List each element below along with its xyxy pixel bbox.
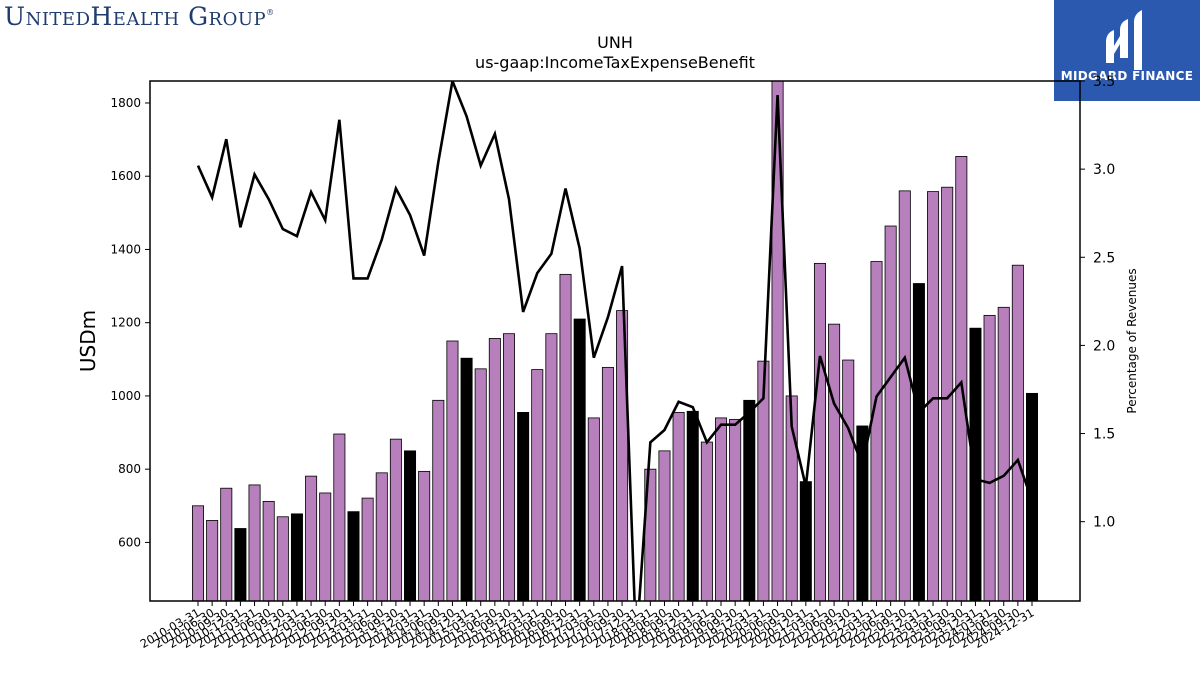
bar-quarter xyxy=(418,470,431,601)
bar-quarter xyxy=(220,487,233,601)
y-tick-label: 800 xyxy=(118,462,141,476)
bar-quarter xyxy=(206,520,219,601)
bar-quarter xyxy=(432,399,445,601)
midgard-finance-logo: MIDGARD FINANCE xyxy=(1054,0,1200,101)
bar-quarter xyxy=(531,369,544,601)
bar-annual xyxy=(347,511,360,601)
bar-quarter xyxy=(828,323,841,601)
y-tick-label: 1400 xyxy=(110,242,141,256)
bar-quarter xyxy=(559,273,572,601)
y-tick-label: 600 xyxy=(118,535,141,549)
y2-tick-label: 3.0 xyxy=(1093,162,1115,178)
chart-title: UNH xyxy=(597,33,633,52)
revenue-share-line xyxy=(196,81,1034,601)
bar-quarter xyxy=(488,338,501,601)
bar-annual xyxy=(799,481,812,601)
bar-annual xyxy=(517,412,530,601)
bar-quarter xyxy=(319,492,332,601)
y-tick-label: 1000 xyxy=(110,389,141,403)
bar-quarter xyxy=(715,417,728,601)
bar-quarter xyxy=(729,418,742,601)
bar-quarter xyxy=(842,359,855,601)
bar-quarter xyxy=(545,333,558,601)
y2-tick-label: 2.5 xyxy=(1093,250,1115,266)
bar-annual xyxy=(404,450,417,601)
bar-quarter xyxy=(898,190,911,601)
unitedhealth-group-logo: UnitedHealth Group® xyxy=(4,2,275,31)
right-axis: 1.0 1.5 2.0 2.5 3.0 3.5 xyxy=(1080,74,1115,531)
bar-quarter xyxy=(502,333,515,601)
bar-quarter xyxy=(870,261,883,601)
bar-quarter xyxy=(305,475,318,601)
y2-tick-label: 1.5 xyxy=(1093,427,1115,443)
bar-quarter xyxy=(700,441,713,601)
bar-annual xyxy=(969,327,982,601)
bar-annual xyxy=(743,399,756,601)
bar-quarter xyxy=(672,412,685,601)
bar-quarter xyxy=(262,500,275,601)
y-axis-label: USDm xyxy=(76,310,100,372)
bar-quarter xyxy=(1011,264,1024,601)
bar-quarter xyxy=(361,497,374,601)
bar-annual xyxy=(460,357,473,601)
midgard-finance-wordmark: MIDGARD FINANCE xyxy=(1060,69,1194,83)
bar-quarter xyxy=(333,433,346,601)
bar-quarter xyxy=(983,314,996,601)
bar-quarter xyxy=(955,156,968,601)
bar-quarter xyxy=(813,262,826,601)
chart-subtitle: us-gaap:IncomeTaxExpenseBenefit xyxy=(475,53,755,72)
bar-annual xyxy=(686,410,699,601)
bar-quarter xyxy=(474,368,487,601)
bar-quarter xyxy=(658,450,671,601)
y2-tick-label: 2.0 xyxy=(1093,338,1115,354)
y2-axis-label: Percentage of Revenues xyxy=(1125,268,1139,413)
bar-quarter xyxy=(997,306,1010,601)
bar-quarter xyxy=(248,484,261,601)
bar-quarter xyxy=(616,310,629,601)
logo-text: UnitedHealth Group xyxy=(4,2,267,31)
bar-quarter xyxy=(927,191,940,601)
y2-tick-label: 1.0 xyxy=(1093,515,1115,531)
bar-quarter xyxy=(785,395,798,601)
y2-tick-label: 3.5 xyxy=(1093,74,1115,90)
bar-quarter xyxy=(446,340,459,601)
bar-annual xyxy=(912,283,925,601)
plot-frame xyxy=(149,80,1081,602)
bar-quarter xyxy=(375,472,388,601)
bar-quarter xyxy=(389,438,402,601)
bar-quarter xyxy=(757,360,770,601)
y-tick-label: 1600 xyxy=(110,169,141,183)
bar-quarter xyxy=(191,505,204,601)
bar-series xyxy=(191,81,1039,601)
bar-annual xyxy=(290,513,303,601)
y-tick-label: 1800 xyxy=(110,96,141,110)
bar-annual xyxy=(573,318,586,601)
bar-quarter xyxy=(884,225,897,601)
midgard-m-icon xyxy=(1106,10,1142,70)
x-axis: 2010-03-312010-06-302010-09-302010-12-31… xyxy=(138,601,1037,651)
bar-annual xyxy=(234,528,247,601)
bar-quarter xyxy=(276,516,289,601)
y-tick-label: 1200 xyxy=(110,316,141,330)
bar-quarter xyxy=(601,366,614,601)
left-axis: 600 800 1000 1200 1400 1600 1800 xyxy=(110,96,150,549)
line-series xyxy=(196,81,1034,601)
bar-quarter xyxy=(587,417,600,601)
registered-mark: ® xyxy=(266,8,275,17)
